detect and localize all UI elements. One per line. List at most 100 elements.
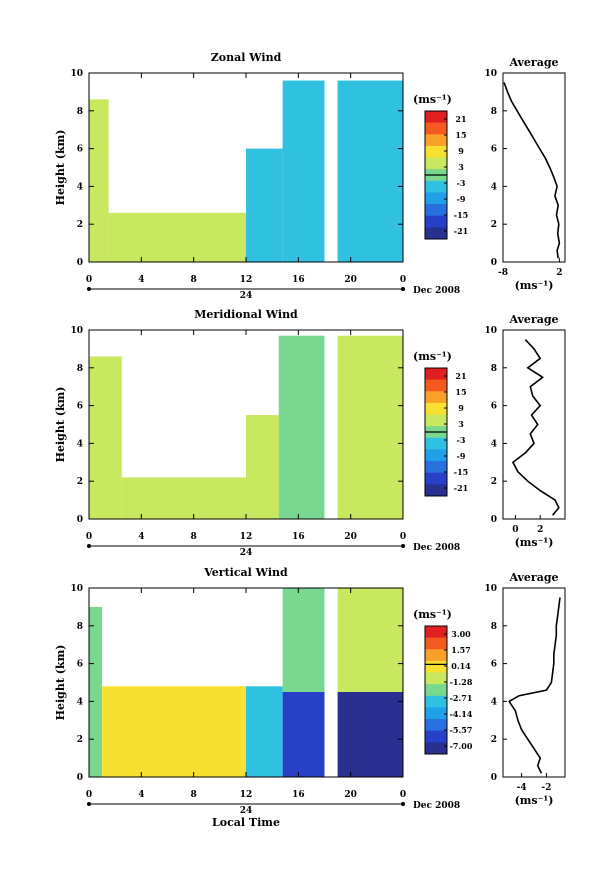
date-axis-label: 24 [240,806,253,816]
x-tick-label: 8 [191,275,197,285]
colorbar-segment [425,379,447,392]
colorbar-segment [425,391,447,404]
date-axis-marker [87,544,91,548]
heatmap-region [337,691,403,777]
x-tick-label: 12 [240,532,253,542]
date-axis-marker [401,802,405,806]
colorbar-segment [425,637,447,650]
heatmap-region [89,99,109,262]
colorbar-tick-label: 9 [458,146,464,156]
y-axis-label: Height (km) [54,645,67,721]
colorbar-segment [425,719,447,732]
y-tick-label: 6 [77,145,83,155]
colorbar-tick-label: 15 [455,387,466,397]
y-tick-label: 2 [77,735,83,745]
colorbar-segment [425,461,447,474]
colorbar-tick-label: -5.57 [450,725,473,735]
x-tick-label: 16 [292,790,305,800]
colorbar-segment [425,472,447,485]
heatmap-region [108,212,246,262]
heatmap-region [282,80,325,262]
average-y-tick-label: 10 [484,69,497,79]
x-tick-label: 0 [86,275,92,285]
date-axis-label: 24 [240,291,253,301]
x-tick-label: 4 [138,532,144,542]
colorbar-tick-label: -9 [457,194,466,204]
average-profile-line [508,597,561,774]
average-x-label: (ms⁻¹) [515,536,554,549]
average-y-tick-label: 0 [491,515,497,525]
average-y-tick-label: 4 [491,182,497,192]
x-tick-label: 8 [191,532,197,542]
colorbar-segment [425,402,447,416]
heatmap-region [102,686,246,777]
y-tick-label: 10 [70,326,83,336]
colorbar-segment [425,215,447,228]
colorbar-segment [425,649,447,662]
heatmap-region [282,691,325,777]
average-frame [502,72,566,263]
panel-title: Vertical Wind [203,566,288,579]
y-tick-label: 0 [77,773,83,783]
x-tick-label: 0 [86,532,92,542]
x-tick-label: 16 [292,532,305,542]
date-axis-label: 24 [240,548,253,558]
heatmap-field [89,80,403,262]
colorbar-segment [425,368,447,381]
colorbar-tick-label: -7.00 [450,741,473,751]
colorbar-tick-label: 1.57 [451,645,470,655]
average-y-tick-label: 8 [491,107,497,117]
average-y-tick-label: 0 [491,258,497,268]
heatmap-region [337,588,403,692]
panel-title: Zonal Wind [211,51,282,64]
y-tick-label: 0 [77,258,83,268]
heatmap-region [89,606,103,777]
x-tick-label: 4 [138,275,144,285]
colorbar-tick-label: 21 [455,114,466,124]
y-axis-label: Height (km) [54,387,67,463]
colorbar-tick-label: -9 [457,451,466,461]
average-y-tick-label: 2 [491,220,497,230]
x-tick-label: 0 [86,790,92,800]
x-axis-label: Local Time [212,816,280,829]
x-tick-label: 20 [344,532,357,542]
x-tick-label: 8 [191,790,197,800]
x-tick-label: 16 [292,275,305,285]
heatmap-region [89,356,122,519]
average-frame [502,587,566,778]
average-y-tick-label: 6 [491,145,497,155]
average-y-tick-label: 6 [491,660,497,670]
average-title: Average [508,571,558,584]
average-y-tick-label: 2 [491,477,497,487]
colorbar-segment [425,111,447,124]
average-y-tick-label: 8 [491,364,497,374]
panel-title: Meridional Wind [194,308,298,321]
date-axis-marker [401,544,405,548]
average-y-tick-label: 10 [484,584,497,594]
colorbar-tick-label: -3 [457,178,466,188]
heatmap-region [282,588,325,692]
colorbar-frame [424,625,448,755]
average-y-tick-label: 6 [491,402,497,412]
y-tick-label: 4 [77,697,83,707]
heatmap-region [337,80,403,262]
y-tick-label: 8 [77,107,83,117]
heatmap-field [89,588,403,777]
y-tick-label: 0 [77,515,83,525]
colorbar-unit: (ms⁻¹) [413,350,452,363]
x-tick-label: 0 [400,275,406,285]
colorbar-segment [425,157,447,170]
colorbar-segment [425,180,447,193]
y-tick-label: 8 [77,364,83,374]
average-y-tick-label: 2 [491,735,497,745]
colorbar-segment [425,672,447,685]
x-tick-label: 0 [400,532,406,542]
colorbar-segment [425,437,447,450]
y-tick-label: 2 [77,220,83,230]
average-title: Average [508,56,558,69]
y-tick-label: 8 [77,622,83,632]
heatmap-field [89,335,403,519]
